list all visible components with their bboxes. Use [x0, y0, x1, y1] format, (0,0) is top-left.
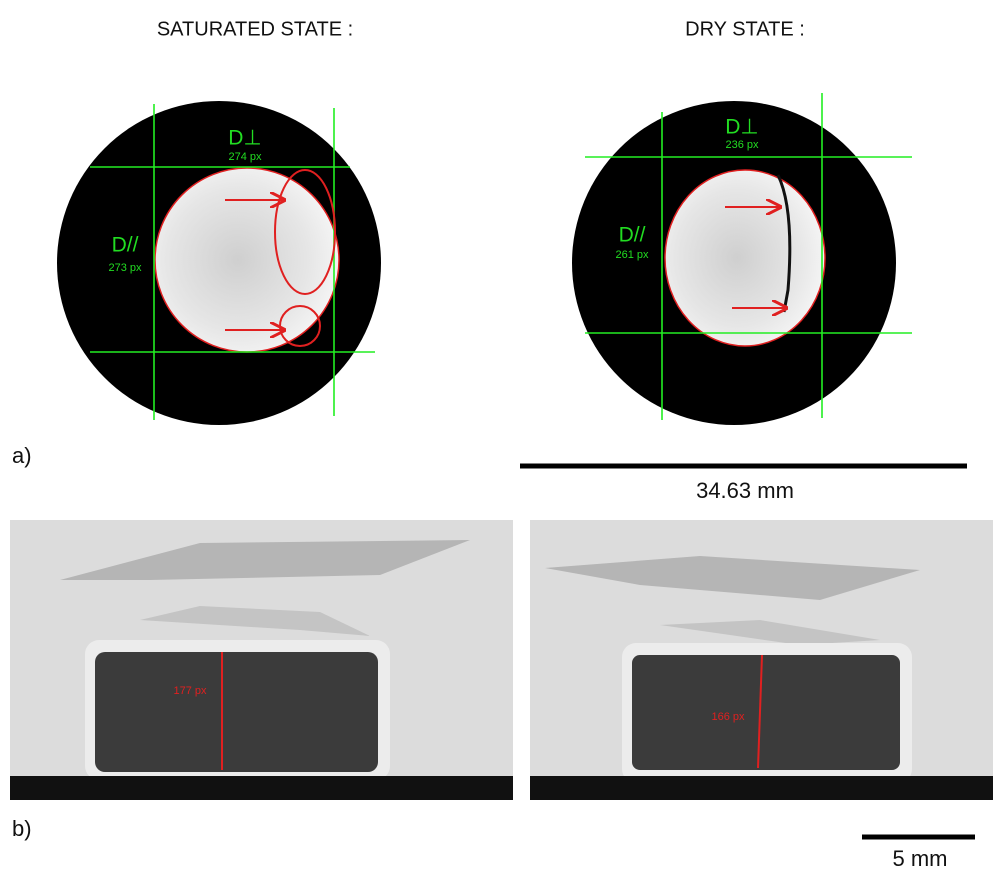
d-perp: D⊥ — [725, 116, 758, 139]
ct-saturated: D⊥ 274 px D// 273 px — [57, 101, 381, 425]
d-par: D// — [112, 234, 139, 257]
d-perp-value: 274 px — [228, 151, 262, 163]
scale-bar-label: 5 mm — [893, 846, 948, 871]
height-label: 177 px — [173, 685, 207, 697]
scale-bar-label: 34.63 mm — [696, 478, 794, 503]
d-perp-value: 236 px — [725, 139, 759, 151]
panel-label: b) — [12, 816, 32, 841]
ct-dry: D⊥ 236 px D// 261 px — [572, 93, 912, 425]
d-perp: D⊥ — [228, 127, 261, 150]
radiograph-saturated: 177 px — [10, 520, 513, 800]
radiograph-dry: 166 px — [530, 520, 993, 800]
panel-label: a) — [12, 443, 32, 468]
title-dry: DRY STATE : — [685, 18, 805, 40]
d-par-value: 273 px — [108, 262, 142, 274]
d-par: D// — [619, 224, 646, 247]
height-label: 166 px — [711, 711, 745, 723]
figure: SATURATED STATE : DRY STATE : D⊥ 274 px … — [0, 0, 994, 874]
title-saturated: SATURATED STATE : — [157, 18, 353, 40]
d-par-value: 261 px — [615, 249, 649, 261]
